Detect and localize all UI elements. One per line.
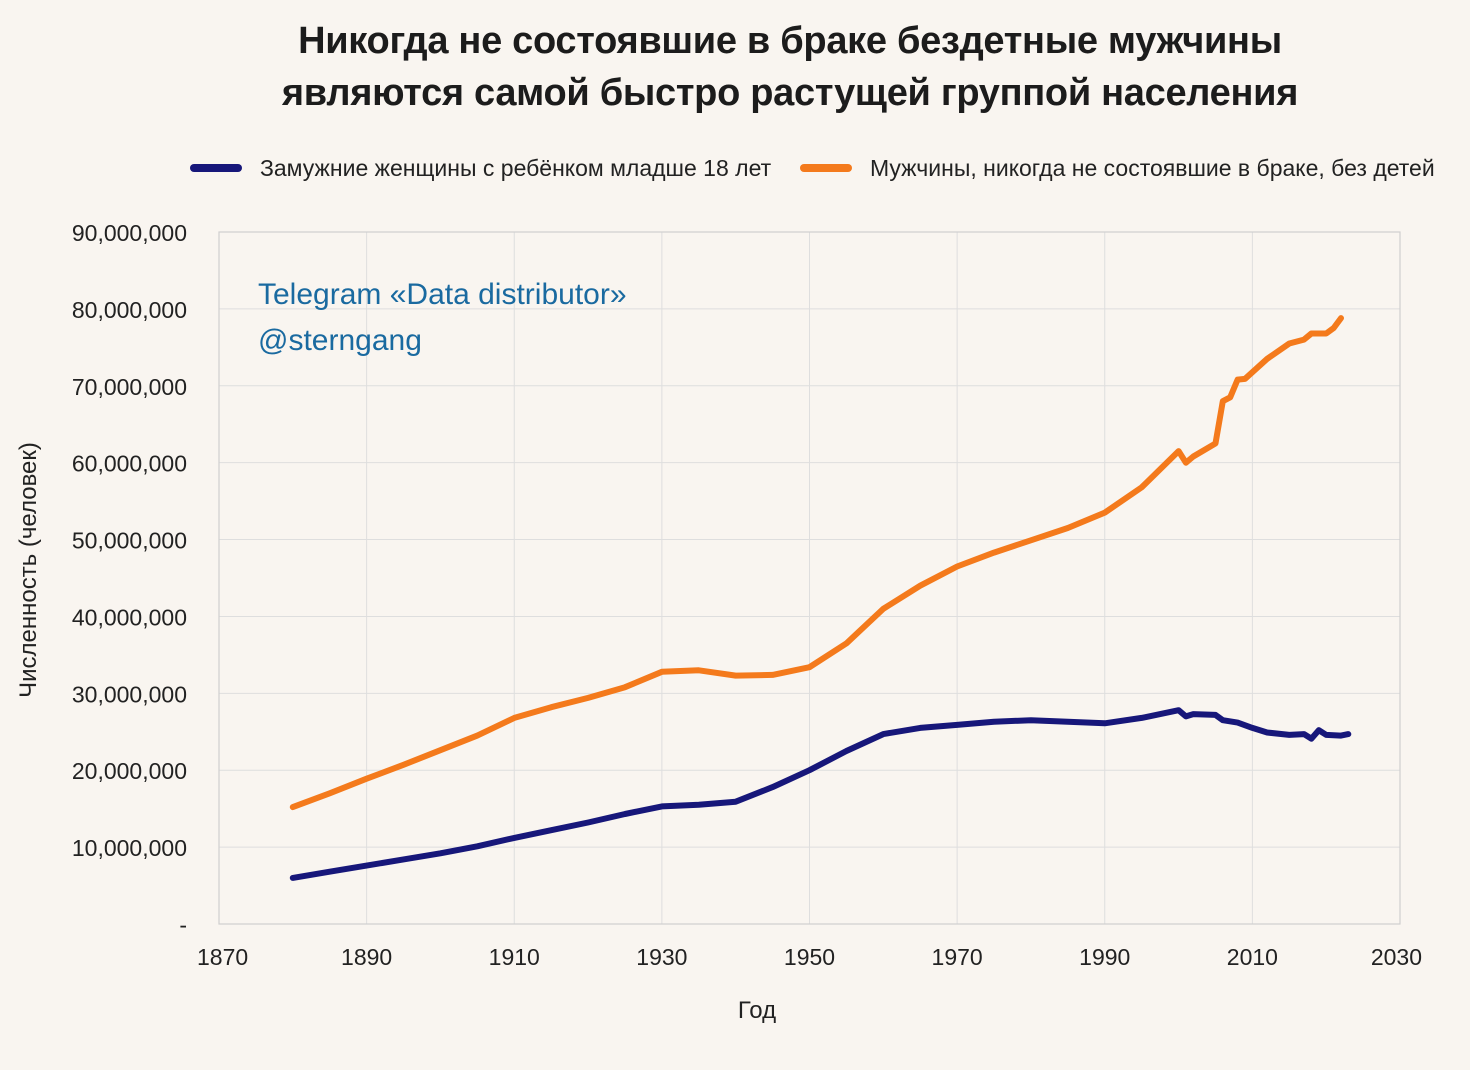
series-lines bbox=[289, 315, 1352, 881]
plot-area-border bbox=[218, 231, 1401, 925]
x-tick-label: 2030 bbox=[1371, 944, 1422, 970]
y-tick-label: 10,000,000 bbox=[72, 835, 187, 861]
watermark-line-1: Telegram «Data distributor» bbox=[258, 278, 627, 311]
y-tick-label: 30,000,000 bbox=[72, 681, 187, 707]
legend-label-women: Замужние женщины с ребёнком младше 18 ле… bbox=[260, 154, 772, 181]
y-tick-label: 40,000,000 bbox=[72, 604, 187, 630]
y-tick-label: 60,000,000 bbox=[72, 451, 187, 477]
legend-label-men: Мужчины, никогда не состоявшие в браке, … bbox=[870, 154, 1435, 181]
x-tick-label: 1950 bbox=[784, 944, 835, 970]
watermark-line-2: @sterngang bbox=[258, 324, 422, 357]
legend-swatch-women bbox=[190, 164, 242, 172]
legend-swatch-men bbox=[800, 164, 852, 172]
y-tick-label: 20,000,000 bbox=[72, 758, 187, 784]
x-tick-label: 1990 bbox=[1079, 944, 1130, 970]
y-axis-title: Численность (человек) bbox=[15, 442, 42, 698]
y-tick-label: 70,000,000 bbox=[72, 374, 187, 400]
legend-item-men: Мужчины, никогда не состоявшие в браке, … bbox=[800, 150, 1435, 186]
x-tick-label: 1930 bbox=[636, 944, 687, 970]
x-tick-label: 1970 bbox=[932, 944, 983, 970]
y-axis-ticks: - 10,000,000 20,000,000 30,000,000 40,000,00… bbox=[72, 220, 187, 938]
legend-item-women: Замужние женщины с ребёнком младше 18 ле… bbox=[190, 150, 771, 186]
x-axis-ticks: 1870 1890 1910 1930 1950 1970 1990 2010 2030 bbox=[197, 944, 1422, 970]
x-tick-label: 1870 bbox=[197, 944, 248, 970]
y-tick-label: 50,000,000 bbox=[72, 528, 187, 554]
x-tick-label: 2010 bbox=[1227, 944, 1278, 970]
chart-title-line-2: являются самой быстро растущей группой н… bbox=[281, 72, 1299, 114]
x-tick-label: 1910 bbox=[489, 944, 540, 970]
y-tick-label: 90,000,000 bbox=[72, 220, 187, 246]
x-axis-title: Год bbox=[738, 997, 776, 1024]
series-line-men bbox=[289, 315, 1344, 811]
y-tick-label: 80,000,000 bbox=[72, 297, 187, 323]
x-tick-label: 1890 bbox=[341, 944, 392, 970]
y-tick-label: - bbox=[179, 912, 187, 938]
series-line-women bbox=[289, 707, 1352, 881]
chart-title-line-1: Никогда не состоявшие в браке бездетные … bbox=[298, 20, 1282, 62]
